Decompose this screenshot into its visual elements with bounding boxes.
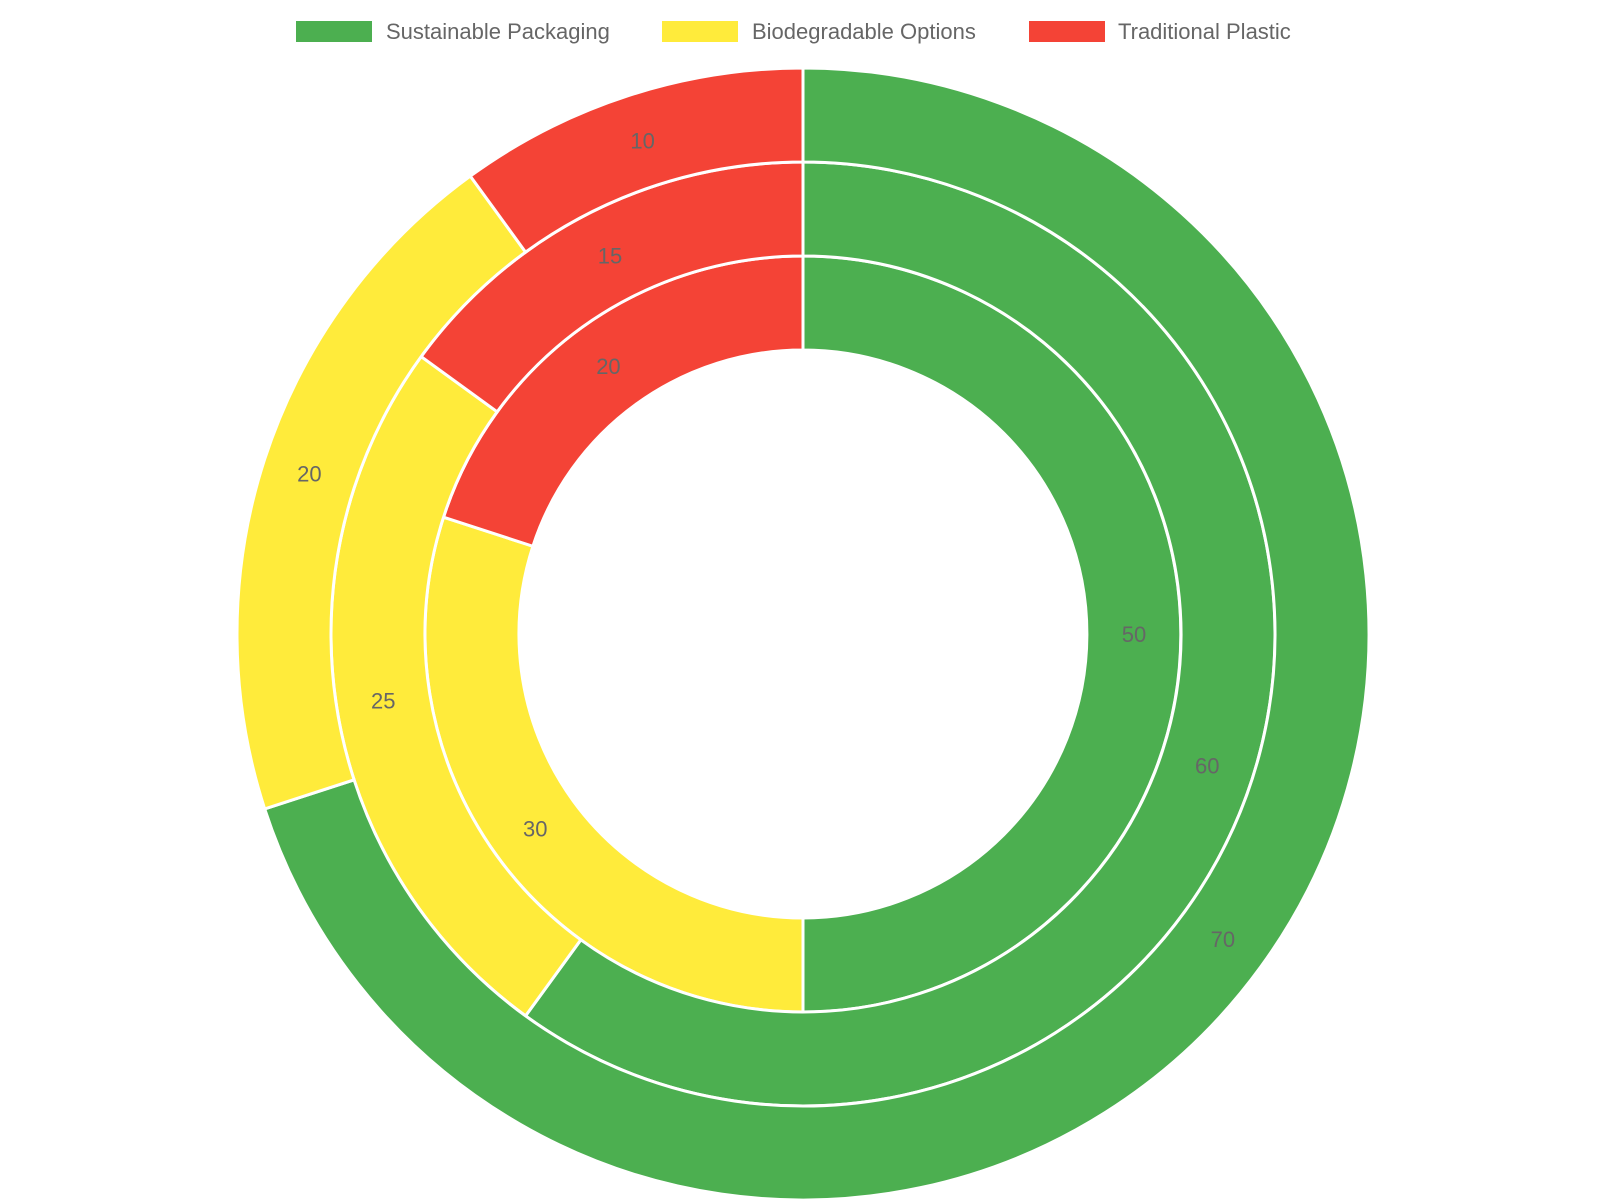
legend-swatch-sustainable-packaging[interactable] <box>296 21 372 42</box>
value-labels: 50 30 20 60 25 15 70 20 10 <box>297 128 1235 952</box>
ring-2-value-label-sustainable-packaging: 60 <box>1195 753 1219 778</box>
ring-3-segment-traditional-plastic[interactable] <box>468 66 805 255</box>
ring-3-value-label-sustainable-packaging: 70 <box>1211 927 1235 952</box>
ring-1-value-label-sustainable-packaging: 50 <box>1122 622 1146 647</box>
legend-swatch-traditional-plastic[interactable] <box>1029 21 1105 42</box>
legend-swatch-biodegradable-options[interactable] <box>662 21 738 42</box>
ring-1-value-label-biodegradable-options: 30 <box>523 817 547 842</box>
ring-1-value-label-traditional-plastic: 20 <box>596 354 620 379</box>
legend-label-traditional-plastic[interactable]: Traditional Plastic <box>1118 19 1291 44</box>
doughnut-rings <box>235 66 1371 1200</box>
ring-3-value-label-traditional-plastic: 10 <box>630 128 654 153</box>
legend-label-biodegradable-options[interactable]: Biodegradable Options <box>752 19 976 44</box>
ring-2-value-label-traditional-plastic: 15 <box>598 243 622 268</box>
ring-3-value-label-biodegradable-options: 20 <box>297 462 321 487</box>
legend-label-sustainable-packaging[interactable]: Sustainable Packaging <box>386 19 610 44</box>
ring-2-value-label-biodegradable-options: 25 <box>371 688 395 713</box>
chart-legend: Sustainable Packaging Biodegradable Opti… <box>296 19 1291 44</box>
ring-3-segment-sustainable-packaging[interactable] <box>262 66 1371 1200</box>
